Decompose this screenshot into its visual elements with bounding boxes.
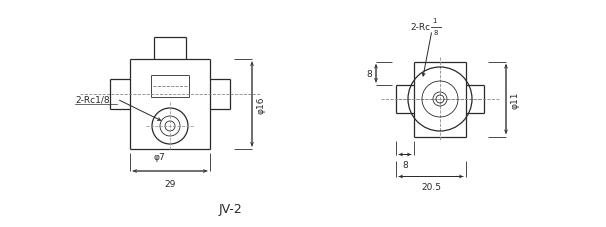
- Text: φ16: φ16: [256, 96, 265, 113]
- Text: 2-Rc: 2-Rc: [410, 23, 430, 32]
- Text: JV-2: JV-2: [218, 202, 242, 215]
- Text: φ7: φ7: [154, 152, 166, 161]
- Text: 20.5: 20.5: [421, 183, 441, 192]
- Text: 2-Rc1/8: 2-Rc1/8: [75, 95, 110, 104]
- Text: 29: 29: [164, 179, 176, 188]
- Text: 8: 8: [366, 69, 372, 78]
- Text: φ11: φ11: [510, 91, 519, 108]
- Text: 1: 1: [432, 18, 436, 24]
- Text: 8: 8: [434, 30, 438, 36]
- Text: 8: 8: [402, 161, 408, 170]
